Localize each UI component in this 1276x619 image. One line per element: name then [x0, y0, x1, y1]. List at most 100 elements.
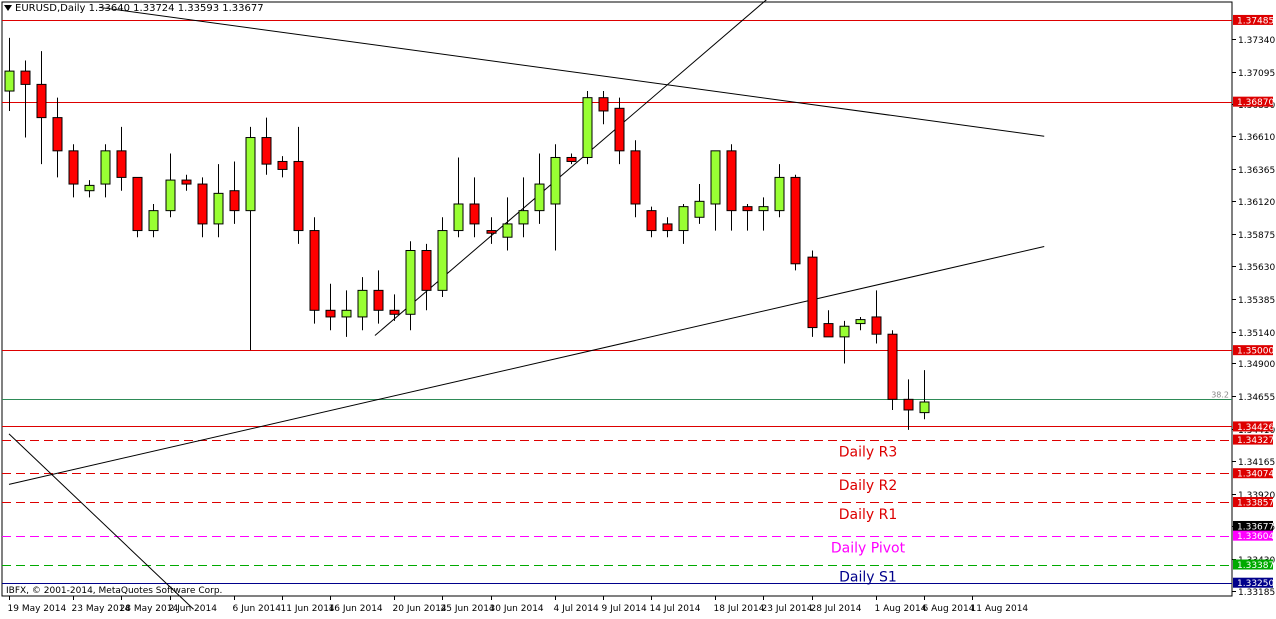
candle-body	[357, 289, 368, 318]
ohlc-high: 1.33724	[133, 3, 175, 14]
candle	[132, 176, 143, 238]
candle-body	[566, 156, 577, 162]
level-badge-8	[1233, 530, 1273, 541]
candle-body	[598, 97, 609, 112]
candle-body	[197, 183, 208, 225]
candle-body	[148, 210, 159, 232]
y-tick-label: 1.34165	[1238, 458, 1275, 468]
candle	[389, 294, 400, 321]
candle	[807, 250, 818, 337]
dropdown-triangle-icon[interactable]	[4, 5, 12, 11]
x-tick-label: 16 Jun 2014	[329, 604, 383, 614]
trendline-1	[8, 246, 1045, 485]
x-tick-label: 19 May 2014	[8, 604, 67, 614]
x-tick-label: 23 Jul 2014	[762, 604, 813, 614]
candle-body	[277, 160, 288, 170]
ohlc-open: 1.33640	[88, 3, 130, 14]
candle-body	[100, 150, 111, 185]
ohlc-close: 1.33677	[222, 3, 264, 14]
candle-body	[887, 333, 898, 400]
candle-body	[758, 206, 769, 212]
trendline-0	[98, 6, 1045, 137]
candle	[373, 270, 384, 324]
x-tick-label: 14 Jul 2014	[650, 604, 701, 614]
candle-body	[132, 176, 143, 232]
level-badge-label-0: 1.37485	[1237, 16, 1274, 26]
x-tick-label: 11 Jun 2014	[281, 604, 335, 614]
candle	[100, 144, 111, 198]
y-tick-label: 1.37340	[1238, 36, 1275, 46]
candle	[197, 177, 208, 238]
y-tick-label: 1.33920	[1238, 491, 1275, 501]
candle-body	[421, 249, 432, 291]
x-tick-label: 1 Aug 2014	[875, 604, 927, 614]
candle-body	[903, 398, 914, 411]
level-badge-label-5: 1.34074	[1237, 470, 1274, 480]
candle-body	[662, 223, 673, 232]
candle	[229, 161, 240, 224]
level-badge-6	[1233, 497, 1273, 508]
candle	[261, 117, 272, 175]
candle	[52, 97, 63, 178]
level-badge-4	[1233, 434, 1273, 445]
x-tick-label: 23 May 2014	[72, 604, 131, 614]
candle-body	[4, 70, 15, 92]
candle-body	[469, 203, 480, 225]
candle-body	[229, 190, 240, 212]
candle-body	[325, 309, 336, 318]
candle-body	[181, 179, 192, 185]
candle-body	[919, 401, 930, 414]
x-tick-label: 6 Jun 2014	[233, 604, 282, 614]
level-badge-label-10: 1.33250	[1237, 579, 1274, 589]
candle	[646, 206, 657, 238]
x-tick-label: 20 Jun 2014	[393, 604, 447, 614]
candle-body	[20, 70, 31, 85]
x-tick-label: 28 May 2014	[120, 604, 179, 614]
candle	[437, 217, 448, 298]
candle	[630, 140, 641, 218]
candle	[84, 180, 95, 198]
candle-body	[68, 150, 79, 185]
candle-body	[84, 184, 95, 192]
candle-body	[453, 203, 464, 232]
candle-body	[502, 223, 513, 238]
candle	[742, 203, 753, 231]
level-badge-1	[1233, 96, 1273, 107]
fib-level-label: 38.2	[1211, 391, 1229, 400]
candle	[839, 320, 850, 364]
candle	[502, 197, 513, 251]
level-badge-label-7: 1.33677	[1237, 522, 1274, 532]
candle	[309, 217, 320, 324]
candle-body	[790, 176, 801, 265]
annotation-2: Daily R1	[839, 507, 898, 523]
y-tick-label: 1.35385	[1238, 296, 1275, 306]
level-badge-3	[1233, 421, 1273, 432]
candle-body	[36, 83, 47, 119]
level-badge-0	[1233, 14, 1273, 25]
candle-body	[245, 137, 256, 212]
candle-body	[726, 150, 737, 212]
candle-body	[389, 309, 400, 315]
chart-title: EURUSD,Daily	[15, 3, 86, 14]
x-tick-label: 11 Aug 2014	[971, 604, 1029, 614]
candle	[213, 164, 224, 238]
candle	[887, 330, 898, 410]
candle	[518, 177, 529, 238]
candle-body	[582, 97, 593, 158]
y-tick-label: 1.37095	[1238, 69, 1275, 79]
candle-body	[614, 107, 625, 152]
candle	[678, 203, 689, 244]
candle-body	[823, 323, 834, 338]
level-badge-label-3: 1.34426	[1237, 423, 1274, 433]
candle-body	[710, 150, 721, 205]
candle	[919, 370, 930, 420]
x-tick-label: 18 Jul 2014	[714, 604, 765, 614]
candle-body	[52, 117, 63, 152]
level-badge-label-1: 1.36870	[1237, 98, 1274, 108]
x-tick-label: 30 Jun 2014	[490, 604, 544, 614]
candle-body	[646, 210, 657, 232]
candle-body	[437, 230, 448, 291]
x-tick-label: 6 Aug 2014	[923, 604, 975, 614]
candle	[582, 91, 593, 165]
